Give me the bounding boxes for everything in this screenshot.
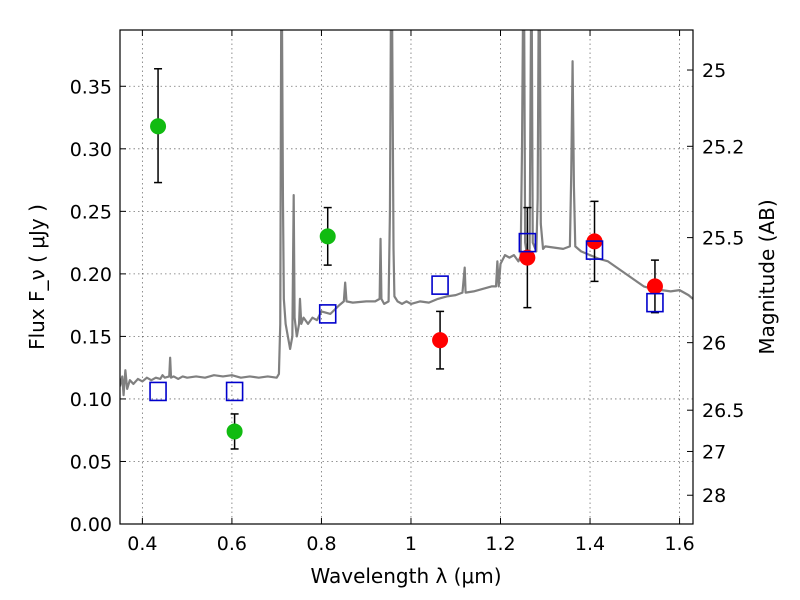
y-tick-label: 0.00 (70, 514, 112, 536)
model-photometry-square (585, 240, 604, 260)
x-tick-label: 1 (405, 533, 417, 555)
model-photometry-square (646, 292, 664, 313)
plot-area (120, 30, 693, 450)
y-right-tick-label: 25.2 (702, 136, 744, 158)
y-right-tick-label: 26 (702, 333, 726, 355)
x-tick-label: 1.6 (664, 533, 694, 555)
x-tick-label: 0.8 (306, 533, 336, 555)
observed-point (150, 118, 167, 135)
grid (120, 30, 693, 525)
model-photometry-square (225, 381, 244, 402)
y-tick-label: 0.20 (70, 264, 112, 286)
model-photometry-square (318, 304, 337, 324)
y-right-tick-label: 28 (702, 485, 726, 507)
model-spectrum-line (120, 30, 693, 397)
observed-point (226, 423, 243, 440)
model-photometry-square (518, 232, 537, 253)
y-axis-right-label: Magnitude (AB) (755, 199, 779, 354)
y-tick-label: 0.15 (70, 326, 112, 348)
model-photometry-square (149, 381, 167, 402)
x-tick-label: 0.6 (217, 533, 247, 555)
y-axis-label: Flux F_ν ( μJy ) (25, 204, 49, 350)
y-right-tick-label: 25 (702, 60, 726, 82)
x-tick-label: 1.4 (575, 533, 605, 555)
x-axis-label: Wavelength λ (μm) (310, 564, 501, 588)
observed-point (432, 332, 449, 349)
y-right-tick-label: 26.5 (702, 400, 744, 422)
y-right-tick-label: 25.5 (702, 228, 744, 250)
y-tick-label: 0.30 (70, 139, 112, 161)
y-right-tick-label: 27 (702, 441, 726, 463)
y-tick-label: 0.35 (70, 76, 112, 98)
y-tick-label: 0.05 (70, 451, 112, 473)
observed-point (319, 228, 336, 245)
x-tick-label: 0.4 (127, 533, 157, 555)
y-tick-label: 0.10 (70, 389, 112, 411)
x-axis: 0.4 0.6 0.8 1 1.2 1.4 1.6 (127, 30, 695, 555)
observed-point (519, 249, 536, 266)
model-photometry-square (431, 275, 449, 295)
observed-point (646, 278, 663, 295)
y-axis-right: 25 25.2 25.5 26 26.5 27 28 (687, 60, 744, 507)
y-axis-left: 0.00 0.05 0.10 0.15 0.20 0.25 0.30 0.35 (70, 76, 126, 536)
y-tick-label: 0.25 (70, 201, 112, 223)
x-tick-label: 1.2 (485, 533, 515, 555)
plot-frame (119, 29, 694, 525)
